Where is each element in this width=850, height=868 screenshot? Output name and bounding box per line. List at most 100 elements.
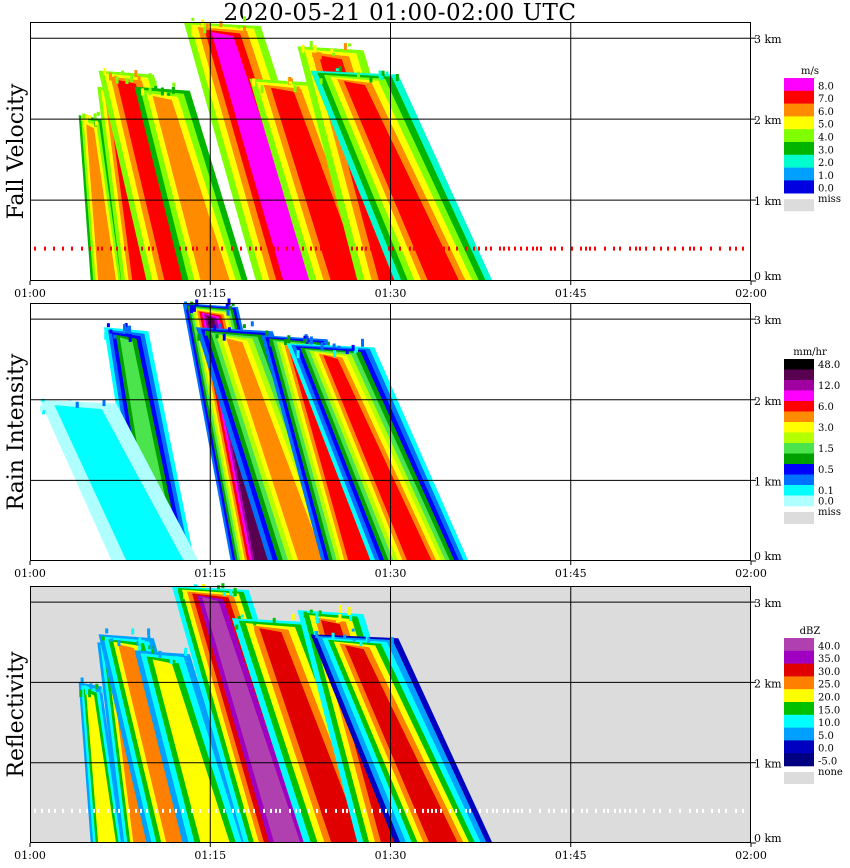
reflectivity-band-speckle: [251, 626, 255, 635]
reflectivity-speckle: [725, 808, 727, 813]
fall-velocity-legend-label: 4.0: [818, 133, 834, 144]
reflectivity-band-speckle: [222, 592, 226, 596]
reflectivity-band-speckle: [136, 640, 140, 646]
reflectivity-speckle: [422, 808, 424, 813]
reflectivity-band-speckle: [233, 588, 237, 597]
reflectivity-band-speckle: [338, 614, 342, 622]
reflectivity-band-speckle: [318, 610, 322, 617]
reflectivity-speckle: [263, 808, 265, 813]
reflectivity-band-speckle: [240, 614, 244, 618]
rain-intensity-ylabel: Rain Intensity: [4, 353, 29, 510]
reflectivity-xtick-label: 01:30: [375, 849, 407, 862]
fall-velocity-band-speckle: [252, 78, 256, 87]
reflectivity-speckle: [603, 808, 605, 813]
fall-velocity-band-speckle: [125, 77, 129, 84]
reflectivity-band-speckle: [156, 651, 160, 655]
fall-velocity-speckle: [653, 246, 655, 251]
reflectivity-band-speckle: [151, 645, 155, 654]
reflectivity-band-speckle: [352, 638, 356, 642]
reflectivity-speckle: [399, 808, 401, 813]
fall-velocity-band-speckle: [343, 43, 347, 51]
reflectivity-speckle: [614, 808, 616, 813]
reflectivity-xtick-label: 01:00: [14, 849, 46, 862]
rain-intensity-band-speckle: [231, 302, 235, 306]
fall-velocity-band-speckle: [148, 73, 152, 80]
fall-velocity-band-speckle: [219, 21, 223, 28]
fall-velocity-speckle: [585, 246, 587, 251]
reflectivity-ytick-label: 2 km: [754, 677, 782, 690]
rain-intensity-band-speckle: [184, 301, 188, 310]
reflectivity-band-layer: [202, 597, 301, 843]
reflectivity-band-speckle: [80, 677, 84, 685]
fall-velocity-legend-unit: m/s: [801, 66, 819, 77]
reflectivity-band-speckle: [315, 617, 319, 624]
fall-velocity-speckle: [485, 246, 487, 251]
reflectivity-rain-bands: [78, 583, 493, 843]
rain-intensity-ytick-label: 0 km: [754, 550, 782, 563]
fall-velocity-legend-swatch: [784, 103, 814, 117]
rain-intensity-frame: [30, 303, 751, 561]
fall-velocity-speckle: [645, 246, 647, 251]
reflectivity-speckle: [140, 808, 142, 813]
rain-intensity-band-speckle: [361, 338, 364, 347]
fall-velocity-band-speckle: [82, 113, 86, 120]
fall-velocity-xtick-label: 02:00: [735, 287, 767, 300]
fall-velocity-band-speckle: [313, 45, 317, 51]
reflectivity-speckle: [689, 808, 691, 813]
fall-velocity-speckle: [44, 246, 46, 251]
fall-velocity-speckle: [503, 246, 505, 251]
reflectivity-legend-swatch: [784, 702, 814, 716]
fall-velocity-legend-missing-label: miss: [818, 194, 841, 205]
fall-velocity-speckle: [742, 246, 744, 251]
reflectivity-ytick-label: 1 km: [754, 758, 782, 771]
fall-velocity-speckle: [473, 246, 475, 251]
rain-intensity-band-speckle: [242, 324, 246, 329]
fall-velocity-xtick-label: 01:00: [14, 287, 46, 300]
fall-velocity-band-speckle: [288, 81, 292, 85]
fall-velocity-speckle: [89, 246, 91, 251]
reflectivity-speckle: [449, 808, 451, 813]
reflectivity-speckle: [247, 808, 249, 813]
fall-velocity-speckle: [439, 246, 441, 251]
rain-intensity-xtick-label: 01:15: [194, 567, 226, 580]
reflectivity-speckle: [586, 808, 588, 813]
rain-intensity-band-speckle: [192, 305, 196, 312]
fall-velocity-band-speckle: [130, 74, 134, 83]
fall-velocity-legend-label: 1.0: [818, 171, 834, 182]
fall-velocity-speckle: [594, 246, 596, 251]
fall-velocity-band-layer: [86, 124, 117, 281]
fall-velocity-band-speckle: [301, 44, 305, 53]
fall-velocity-speckle: [97, 246, 99, 251]
reflectivity-speckle: [191, 808, 193, 813]
reflectivity-speckle: [308, 808, 310, 813]
fall-velocity-speckle: [388, 246, 390, 251]
reflectivity-band-speckle: [147, 635, 151, 642]
fall-velocity-speckle: [361, 246, 363, 251]
fall-velocity-speckle: [571, 246, 573, 251]
rain-intensity-band-layer: [226, 338, 325, 561]
reflectivity-legend-swatch: [784, 663, 814, 677]
rain-intensity-band-speckle: [104, 331, 108, 340]
reflectivity-xtick-label: 01:15: [194, 849, 226, 862]
fall-velocity-legend-label: 7.0: [818, 94, 834, 105]
reflectivity-xtick-label: 02:00: [735, 849, 767, 862]
reflectivity-speckle: [548, 808, 550, 813]
reflectivity-legend-missing-swatch: [784, 772, 814, 784]
rain-intensity-band-speckle: [320, 342, 324, 351]
reflectivity-band-speckle: [100, 688, 104, 693]
reflectivity-speckle: [513, 808, 515, 813]
fall-velocity-speckle: [351, 246, 353, 251]
fall-velocity-speckle: [192, 246, 194, 251]
reflectivity-band-speckle: [175, 586, 179, 595]
rain-intensity-grid: [30, 303, 751, 561]
fall-velocity-rain-bands: [78, 16, 493, 282]
fall-velocity-band-layer: [270, 87, 364, 281]
fall-velocity-speckle: [124, 246, 126, 251]
reflectivity-band-speckle: [315, 612, 319, 619]
rain-intensity-band-speckle: [265, 330, 269, 338]
reflectivity-band-speckle: [347, 607, 351, 615]
fall-velocity-band-speckle: [103, 68, 107, 75]
rain-intensity-band-speckle: [125, 326, 129, 334]
reflectivity-legend-missing-label: none: [818, 767, 843, 778]
reflectivity-speckle: [199, 808, 201, 813]
